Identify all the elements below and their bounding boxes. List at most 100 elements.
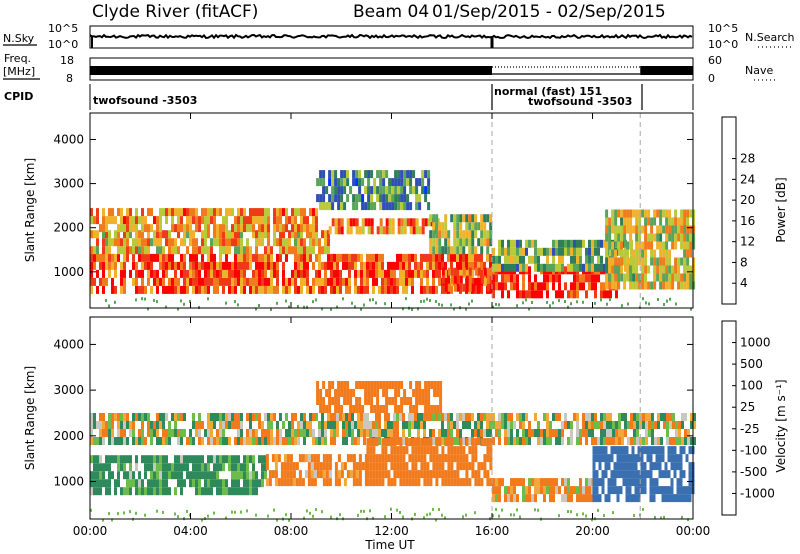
heatmap-cell — [611, 225, 615, 234]
heatmap-cell — [438, 470, 442, 479]
heatmap-cell — [96, 285, 99, 294]
heatmap-cell — [576, 247, 579, 256]
heatmap-cell — [144, 261, 147, 270]
heatmap-cell — [570, 247, 573, 256]
heatmap-cell — [608, 233, 612, 242]
heatmap-cell — [204, 261, 207, 270]
heatmap-cell — [603, 514, 605, 517]
heatmap-cell — [141, 429, 144, 437]
heatmap-cell — [462, 446, 466, 455]
heatmap-cell — [409, 226, 413, 235]
heatmap-cell — [450, 438, 454, 447]
heatmap-cell — [306, 277, 309, 286]
heatmap-cell — [534, 413, 537, 421]
heatmap-cell — [453, 246, 457, 255]
heatmap-cell — [617, 241, 621, 250]
heatmap-cell — [132, 261, 135, 270]
heatmap-cell — [519, 421, 522, 429]
heatmap-cell — [90, 508, 92, 512]
heatmap-cell — [411, 269, 414, 278]
heatmap-cell — [237, 429, 240, 437]
heatmap-cell — [603, 429, 606, 437]
heatmap-cell — [647, 265, 651, 274]
heatmap-cell — [180, 437, 183, 445]
heatmap-cell — [216, 463, 219, 472]
heatmap-cell — [219, 261, 222, 270]
heatmap-cell — [465, 307, 467, 311]
heatmap-cell — [582, 239, 585, 248]
heatmap-cell — [147, 479, 150, 488]
heatmap-cell — [315, 269, 318, 278]
heatmap-cell — [153, 421, 156, 429]
heatmap-cell — [657, 437, 660, 445]
heatmap-cell — [255, 269, 258, 278]
heatmap-cell — [336, 269, 339, 278]
heatmap-cell — [108, 208, 111, 217]
heatmap-cell — [207, 285, 210, 294]
heatmap-cell — [204, 429, 207, 437]
heatmap-cell — [328, 454, 332, 463]
heatmap-cell — [429, 230, 433, 239]
heatmap-cell — [402, 454, 406, 463]
heatmap-cell — [105, 487, 108, 496]
heatmap-cell — [552, 301, 554, 305]
heatmap-cell — [318, 437, 321, 445]
heatmap-cell — [546, 478, 549, 487]
heatmap-cell — [435, 214, 439, 223]
heatmap-cell — [234, 471, 237, 480]
heatmap-cell — [219, 413, 222, 421]
heatmap-cell — [153, 299, 155, 302]
heatmap-cell — [441, 478, 445, 487]
heatmap-cell — [285, 277, 288, 286]
heatmap-cell — [657, 421, 660, 429]
heatmap-cell — [315, 238, 318, 247]
heatmap-cell — [534, 239, 537, 248]
heatmap-cell — [609, 298, 611, 302]
heatmap-cell — [534, 429, 537, 437]
heatmap-cell — [662, 257, 666, 266]
heatmap-cell — [306, 285, 309, 294]
heatmap-cell — [270, 246, 273, 255]
heatmap-cell — [123, 230, 126, 239]
heatmap-cell — [246, 277, 249, 286]
heatmap-cell — [604, 446, 608, 455]
heatmap-cell — [159, 224, 162, 233]
heatmap-cell — [522, 282, 525, 291]
heatmap-cell — [162, 246, 165, 255]
heatmap-cell — [135, 511, 137, 515]
heatmap-cell — [289, 478, 293, 487]
heatmap-cell — [369, 509, 371, 513]
heatmap-cell — [608, 273, 612, 282]
heatmap-cell — [644, 217, 648, 226]
heatmap-cell — [192, 216, 195, 225]
heatmap-cell — [670, 486, 674, 495]
heatmap-cell — [276, 285, 279, 294]
heatmap-cell — [261, 216, 264, 225]
heatmap-cell — [630, 247, 633, 256]
heatmap-cell — [156, 413, 159, 421]
heatmap-cell — [483, 413, 486, 421]
heatmap-cell — [629, 209, 633, 218]
heatmap-cell — [513, 247, 516, 256]
heatmap-cell — [346, 397, 350, 405]
heatmap-cell — [216, 261, 219, 270]
heatmap-cell — [360, 413, 363, 421]
heatmap-cell — [324, 269, 327, 278]
heatmap-cell — [686, 209, 690, 218]
power-colorbar-label: Power [dB] — [774, 177, 788, 242]
heatmap-cell — [582, 486, 585, 495]
heatmap-cell — [102, 277, 105, 286]
heatmap-cell — [102, 518, 104, 522]
heatmap-cell — [690, 437, 693, 445]
heatmap-cell — [273, 261, 276, 270]
heatmap-cell — [267, 224, 270, 233]
heatmap-cell — [385, 226, 389, 235]
heatmap-cell — [453, 230, 457, 239]
heatmap-cell — [501, 247, 504, 256]
heatmap-cell — [312, 230, 315, 239]
heatmap-cell — [246, 246, 249, 255]
heatmap-cell — [620, 249, 624, 258]
heatmap-cell — [237, 224, 240, 233]
heatmap-cell — [210, 437, 213, 445]
heatmap-cell — [117, 230, 120, 239]
